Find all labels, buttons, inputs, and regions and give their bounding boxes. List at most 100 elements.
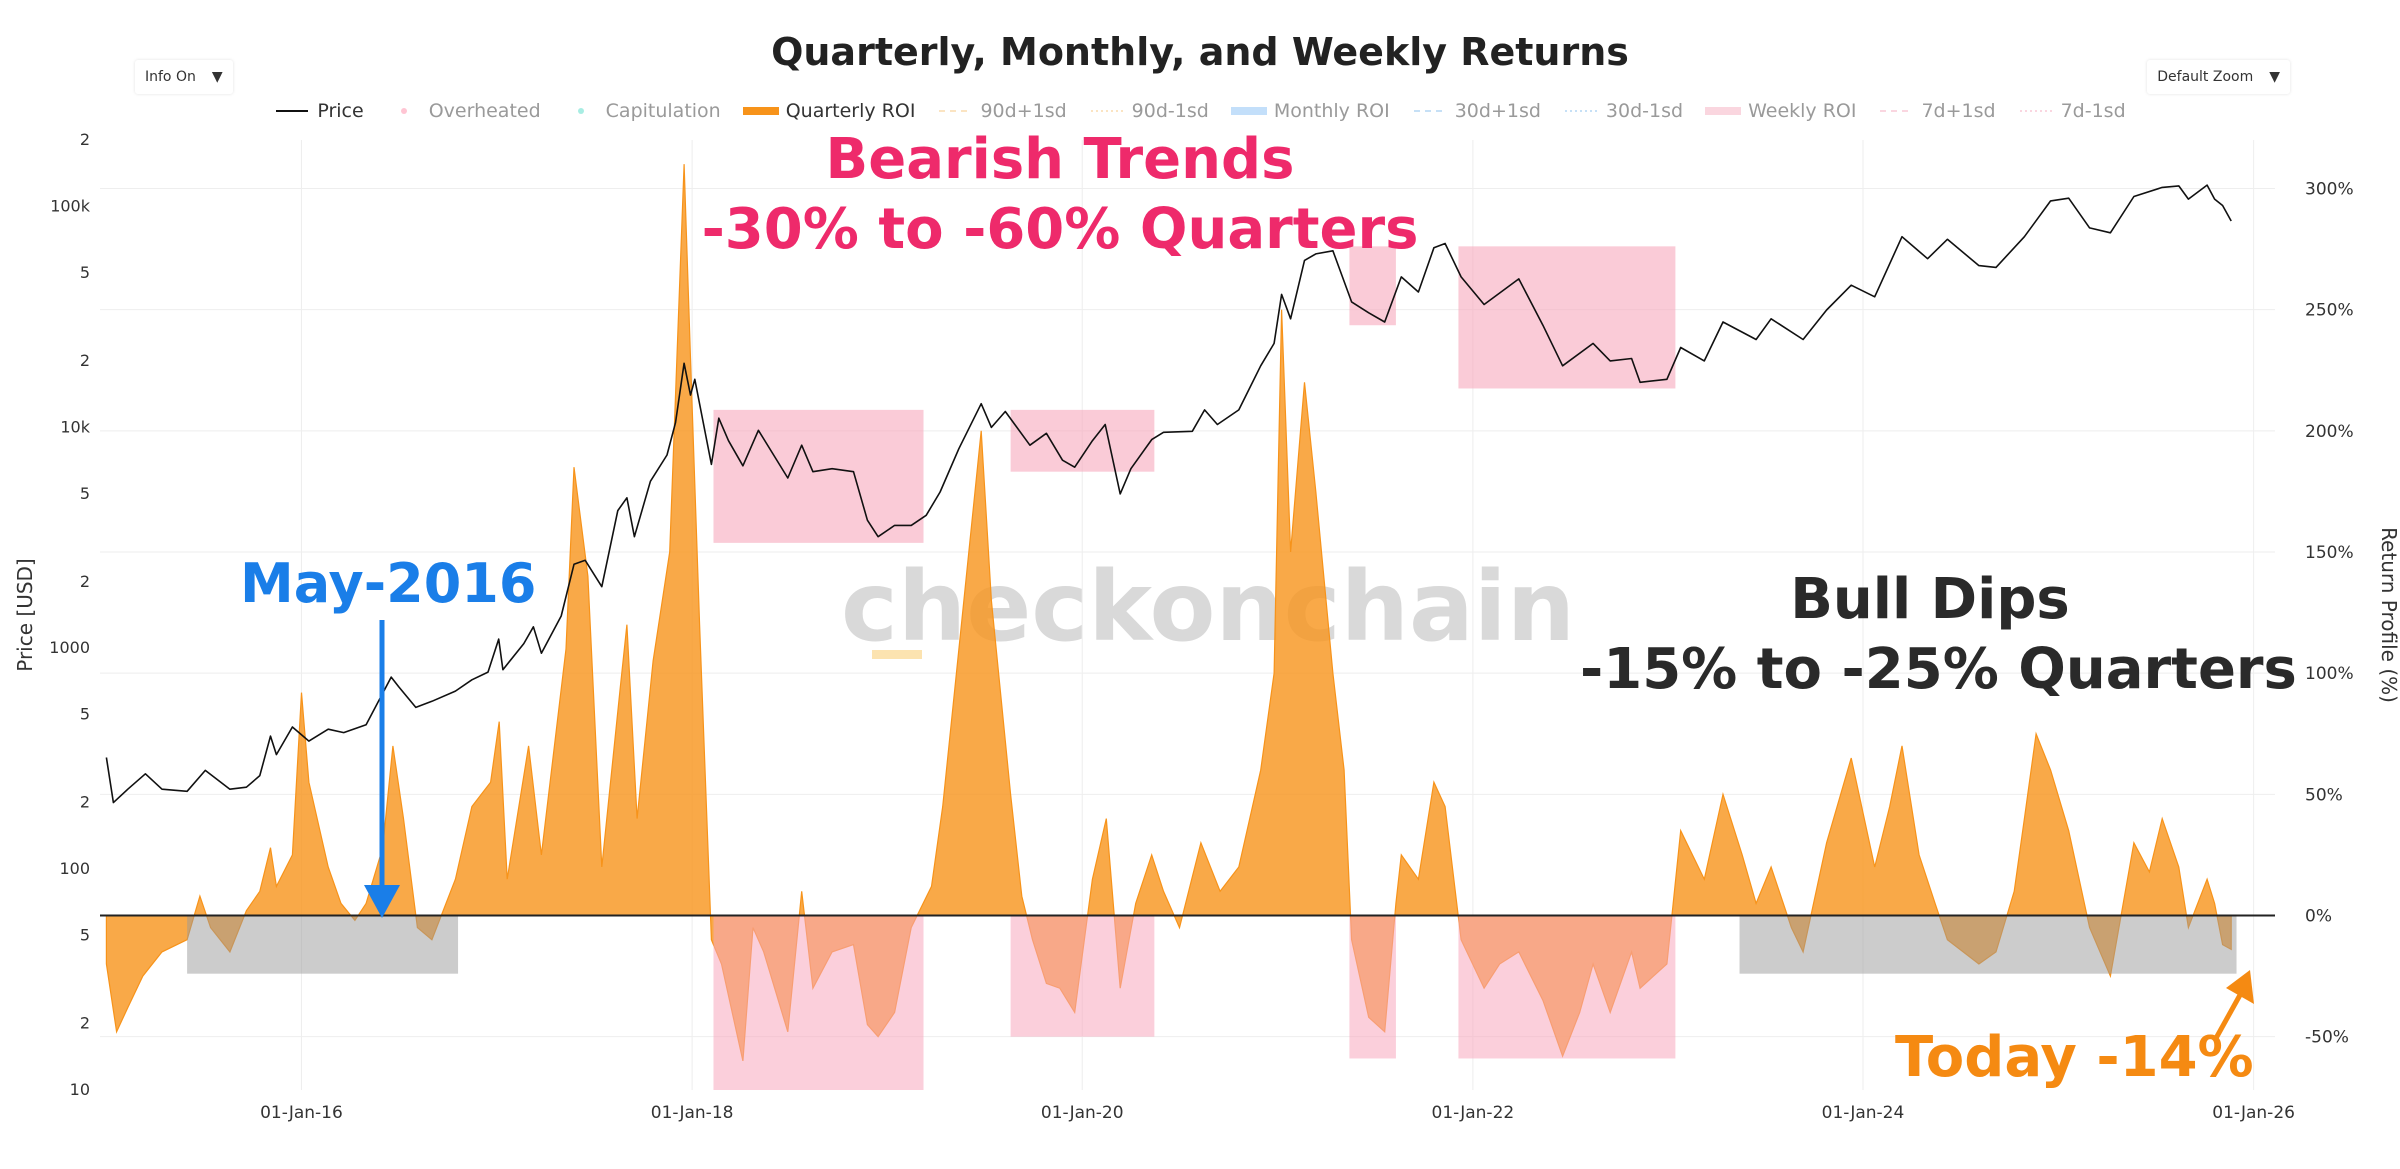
- legend-item-quarterly-roi[interactable]: Quarterly ROI: [742, 100, 916, 122]
- y-right-tick-label: 100%: [2305, 664, 2354, 684]
- legend-label: Weekly ROI: [1748, 100, 1857, 122]
- y-right-axis-label: Return Profile (%): [2377, 527, 2400, 703]
- legend-item-7d-1sd[interactable]: 7d-1sd: [2018, 100, 2126, 122]
- legend-item-weekly-roi[interactable]: Weekly ROI: [1705, 100, 1856, 122]
- legend-item-7d-1sd[interactable]: 7d+1sd: [1878, 100, 1996, 122]
- legend-swatch-icon: [400, 108, 407, 114]
- y-right-tick-label: 200%: [2305, 422, 2354, 442]
- y-right-tick-label: 50%: [2305, 785, 2343, 805]
- bear-roi-box: [713, 915, 924, 1090]
- legend-swatch-icon: [742, 107, 779, 115]
- legend-swatch-icon: [1230, 107, 1267, 115]
- legend-label: 90d+1sd: [980, 100, 1067, 122]
- y-left-tick-label: 2: [80, 572, 90, 591]
- legend-label: 7d-1sd: [2060, 100, 2126, 122]
- legend-item-90d-1sd[interactable]: 90d-1sd: [1089, 100, 1209, 122]
- bearish-trends-annotation: Bearish Trends -30% to -60% Quarters: [700, 125, 1420, 265]
- legend-label: Overheated: [428, 100, 541, 122]
- y-left-tick-label: 5: [80, 926, 90, 945]
- legend-swatch-icon: [1705, 107, 1742, 115]
- chart-legend: Price Overheated Capitulation Quarterly ROI…: [0, 100, 2400, 122]
- legend-label: Capitulation: [605, 100, 721, 122]
- y-left-axis-label: Price [USD]: [13, 558, 37, 672]
- bull-dips-annotation: Bull Dips -15% to -25% Quarters: [1580, 565, 2297, 705]
- bearish-trends-range: -30% to -60% Quarters: [701, 197, 1419, 262]
- bull-roi-box: [187, 915, 459, 974]
- chart-title: Quarterly, Monthly, and Weekly Returns: [771, 30, 1629, 74]
- info-toggle-button[interactable]: Info On ▼: [135, 60, 233, 94]
- legend-item-30d-1sd[interactable]: 30d+1sd: [1412, 100, 1541, 122]
- x-tick-label: 01-Jan-18: [651, 1103, 734, 1123]
- legend-swatch-icon: [1090, 110, 1123, 112]
- quarterly-roi-area: [105, 164, 2232, 1062]
- legend-label: Monthly ROI: [1273, 100, 1390, 122]
- y-left-tick-label: 100: [59, 859, 90, 878]
- bull-dips-range: -15% to -25% Quarters: [1580, 637, 2297, 702]
- legend-swatch-icon: [939, 110, 972, 112]
- bear-price-box: [1458, 246, 1676, 389]
- watermark-accent: [872, 650, 922, 659]
- legend-item-30d-1sd[interactable]: 30d-1sd: [1563, 100, 1683, 122]
- legend-swatch-icon: [577, 108, 584, 114]
- legend-item-price[interactable]: Price: [274, 100, 364, 122]
- y-right-tick-label: 300%: [2305, 179, 2354, 199]
- today-arrow-line: [2212, 993, 2243, 1042]
- y-left-tick-label: 2: [80, 1014, 90, 1033]
- x-tick-label: 01-Jan-20: [1041, 1103, 1124, 1123]
- legend-item-90d-1sd[interactable]: 90d+1sd: [937, 100, 1067, 122]
- y-left-tick-label: 5: [80, 263, 90, 282]
- legend-label: 30d+1sd: [1454, 100, 1541, 122]
- bearish-trends-title: Bearish Trends: [825, 127, 1295, 192]
- y-right-tick-label: -50%: [2305, 1028, 2349, 1048]
- price-line: [105, 184, 2232, 804]
- chevron-down-icon: ▼: [2269, 69, 2280, 85]
- legend-item-monthly-roi[interactable]: Monthly ROI: [1230, 100, 1390, 122]
- bear-price-box: [713, 409, 924, 543]
- annotation-arrows: [364, 620, 2254, 1042]
- arrow-up-icon: [2226, 970, 2254, 1004]
- y-left-tick-label: 2: [80, 793, 90, 812]
- x-tick-label: 01-Jan-16: [260, 1103, 343, 1123]
- legend-label: Quarterly ROI: [785, 100, 916, 122]
- y-left-tick-label: 2: [80, 351, 90, 370]
- legend-swatch-icon: [1564, 110, 1597, 112]
- legend-swatch-icon: [1880, 110, 1913, 112]
- legend-swatch-icon: [276, 110, 309, 112]
- legend-label: 30d-1sd: [1605, 100, 1684, 122]
- legend-swatch-icon: [1413, 110, 1446, 112]
- y-right-tick-label: 250%: [2305, 301, 2354, 321]
- bear-roi-box: [1010, 915, 1155, 1037]
- y-left-tick-label: 1000: [49, 638, 90, 657]
- info-toggle-label: Info On: [145, 69, 196, 85]
- y-left-tick-label: 2: [80, 130, 90, 149]
- x-tick-label: 01-Jan-22: [1432, 1103, 1515, 1123]
- bull-dips-title: Bull Dips: [1790, 567, 2070, 632]
- legend-item-capitulation[interactable]: Capitulation: [563, 100, 721, 122]
- chevron-down-icon: ▼: [211, 69, 223, 85]
- zoom-select-button[interactable]: Default Zoom ▼: [2147, 60, 2290, 94]
- legend-label: Price: [317, 100, 364, 122]
- arrow-down-icon: [364, 885, 400, 918]
- y-right-tick-label: 150%: [2305, 543, 2354, 563]
- x-tick-label: 01-Jan-26: [2212, 1103, 2295, 1123]
- y-right-tick-label: 0%: [2305, 907, 2332, 927]
- today-annotation: Today -14%: [1895, 1025, 2254, 1090]
- legend-label: 7d+1sd: [1921, 100, 1996, 122]
- x-tick-label: 01-Jan-24: [1822, 1103, 1905, 1123]
- y-left-tick-label: 10: [70, 1080, 90, 1099]
- bull-roi-box: [1739, 915, 2237, 974]
- bear-roi-box: [1458, 915, 1676, 1059]
- y-left-tick-label: 10k: [60, 417, 90, 436]
- may-2016-annotation: May-2016: [240, 552, 537, 615]
- bear-price-box: [1010, 409, 1155, 472]
- y-left-tick-label: 5: [80, 484, 90, 503]
- legend-item-overheated[interactable]: Overheated: [386, 100, 541, 122]
- bear-roi-box: [1349, 915, 1396, 1059]
- legend-swatch-icon: [2019, 110, 2052, 112]
- zoom-select-label: Default Zoom: [2157, 69, 2254, 85]
- y-left-tick-label: 5: [80, 705, 90, 724]
- watermark-text: checkonchain: [841, 551, 1575, 663]
- y-left-tick-label: 100k: [50, 196, 91, 215]
- legend-label: 90d-1sd: [1131, 100, 1209, 122]
